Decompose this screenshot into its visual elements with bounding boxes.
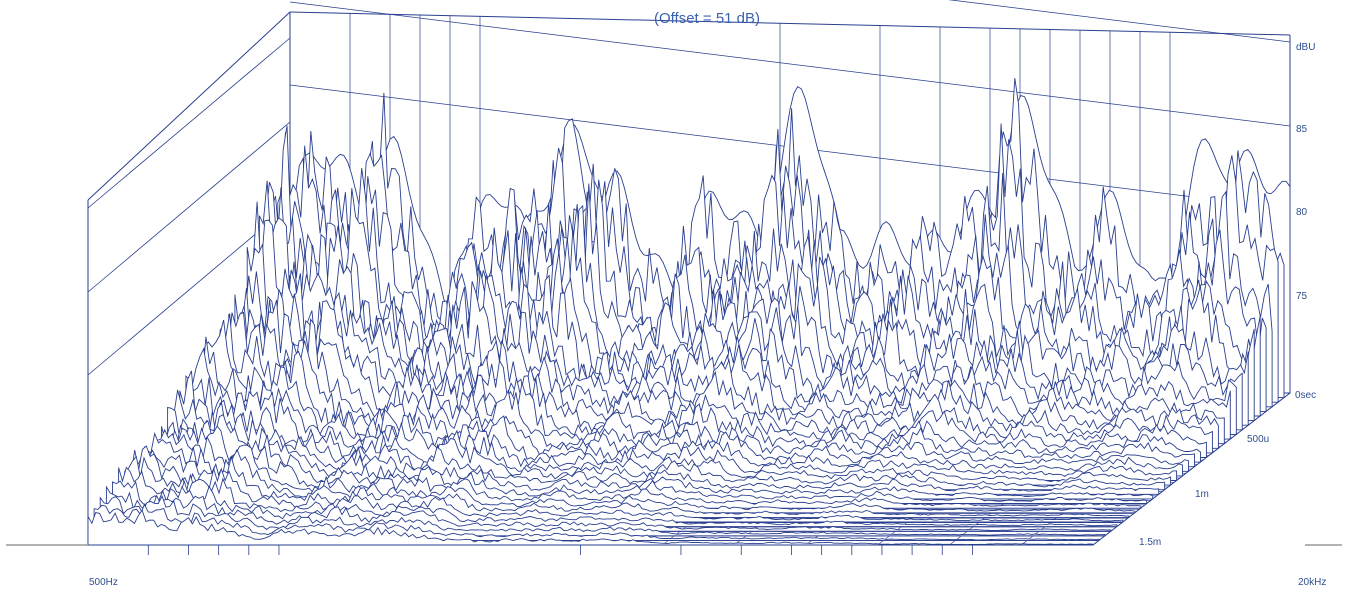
decay-slice <box>167 401 1172 486</box>
decay-slice <box>124 455 1130 518</box>
decay-slice <box>105 485 1112 532</box>
z-tick-85: 85 <box>1296 124 1308 135</box>
z-tick-80: 80 <box>1296 207 1308 218</box>
floor-freq-gridline <box>1092 392 1291 546</box>
decay-slice <box>112 480 1118 528</box>
back-wall-top-edge <box>289 11 1291 36</box>
z-unit-label: dBU <box>1296 42 1315 53</box>
freq-min-label: 500Hz <box>89 577 118 588</box>
decay-slice <box>130 445 1136 514</box>
time-tick-1m: 1m <box>1195 489 1209 500</box>
chart-title: (Offset = 51 dB) <box>654 10 760 27</box>
decay-slice <box>99 494 1106 537</box>
wall-level-line-80-side <box>87 121 291 293</box>
left-wall-top-edge <box>87 11 291 201</box>
wall-level-line-85-back <box>948 0 1291 43</box>
wall-level-line-80-back <box>289 1 1291 127</box>
freq-max-label: 20kHz <box>1298 577 1326 588</box>
time-tick-0sec: 0sec <box>1295 390 1316 401</box>
z-tick-75: 75 <box>1296 291 1308 302</box>
wall-level-line-85-side <box>87 37 291 209</box>
decay-slice <box>173 389 1178 481</box>
decay-slice <box>87 509 1094 546</box>
waterfall-slices <box>87 78 1291 546</box>
decay-slice <box>118 466 1124 523</box>
time-tick-1.5m: 1.5m <box>1139 537 1161 548</box>
time-tick-500u: 500u <box>1247 434 1269 445</box>
